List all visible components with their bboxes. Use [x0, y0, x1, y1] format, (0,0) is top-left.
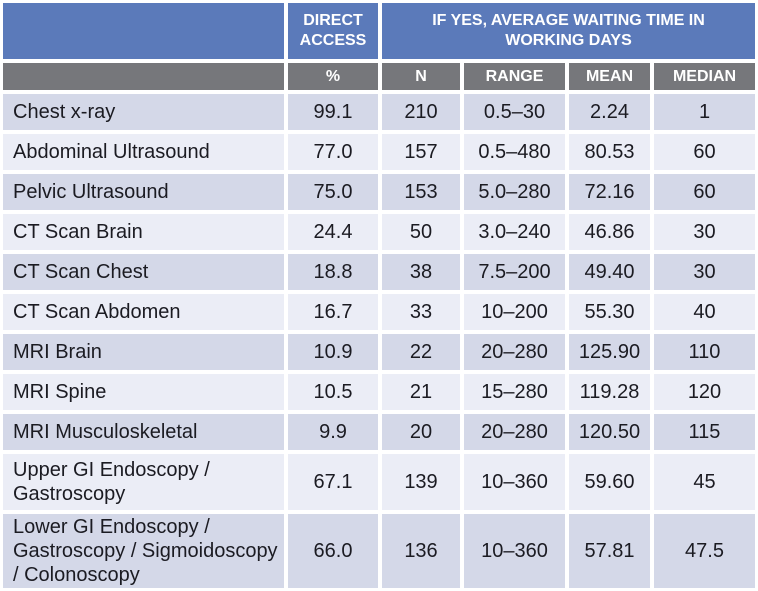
cell-n: 210: [382, 94, 460, 130]
row-label: Upper GI Endoscopy / Gastroscopy: [3, 454, 284, 510]
cell-percent: 99.1: [288, 94, 378, 130]
row-label: MRI Musculoskeletal: [3, 414, 284, 450]
cell-median: 45: [654, 454, 755, 510]
cell-mean: 59.60: [569, 454, 650, 510]
cell-median: 1: [654, 94, 755, 130]
cell-n: 20: [382, 414, 460, 450]
cell-median: 30: [654, 254, 755, 290]
cell-range: 10–360: [464, 514, 565, 588]
row-label: Lower GI Endoscopy / Gastroscopy / Sigmo…: [3, 514, 284, 588]
cell-mean: 57.81: [569, 514, 650, 588]
cell-range: 15–280: [464, 374, 565, 410]
row-label: MRI Spine: [3, 374, 284, 410]
header-if-yes: IF YES, AVERAGE WAITING TIME IN WORKING …: [382, 3, 755, 59]
column-header-range: RANGE: [464, 63, 565, 90]
row-label: Pelvic Ultrasound: [3, 174, 284, 210]
cell-range: 0.5–30: [464, 94, 565, 130]
cell-mean: 119.28: [569, 374, 650, 410]
cell-mean: 2.24: [569, 94, 650, 130]
cell-percent: 75.0: [288, 174, 378, 210]
header-empty-cell: [3, 63, 284, 90]
column-header-n: N: [382, 63, 460, 90]
cell-percent: 66.0: [288, 514, 378, 588]
row-label: Abdominal Ultrasound: [3, 134, 284, 170]
cell-mean: 46.86: [569, 214, 650, 250]
cell-mean: 55.30: [569, 294, 650, 330]
cell-range: 7.5–200: [464, 254, 565, 290]
row-label: MRI Brain: [3, 334, 284, 370]
header-if-yes-label: IF YES, AVERAGE WAITING TIME IN WORKING …: [432, 12, 705, 49]
cell-range: 3.0–240: [464, 214, 565, 250]
column-header-median: MEDIAN: [654, 63, 755, 90]
cell-percent: 10.5: [288, 374, 378, 410]
cell-n: 33: [382, 294, 460, 330]
cell-n: 139: [382, 454, 460, 510]
cell-median: 115: [654, 414, 755, 450]
row-label: CT Scan Chest: [3, 254, 284, 290]
cell-median: 60: [654, 174, 755, 210]
column-header-percent: %: [288, 63, 378, 90]
row-label: CT Scan Abdomen: [3, 294, 284, 330]
cell-range: 10–200: [464, 294, 565, 330]
cell-percent: 10.9: [288, 334, 378, 370]
cell-n: 157: [382, 134, 460, 170]
cell-median: 40: [654, 294, 755, 330]
cell-mean: 80.53: [569, 134, 650, 170]
cell-percent: 18.8: [288, 254, 378, 290]
cell-median: 110: [654, 334, 755, 370]
cell-percent: 24.4: [288, 214, 378, 250]
cell-range: 5.0–280: [464, 174, 565, 210]
cell-median: 47.5: [654, 514, 755, 588]
cell-n: 38: [382, 254, 460, 290]
cell-mean: 120.50: [569, 414, 650, 450]
cell-percent: 9.9: [288, 414, 378, 450]
cell-percent: 16.7: [288, 294, 378, 330]
cell-n: 136: [382, 514, 460, 588]
cell-mean: 72.16: [569, 174, 650, 210]
column-header-mean: MEAN: [569, 63, 650, 90]
cell-mean: 49.40: [569, 254, 650, 290]
cell-median: 120: [654, 374, 755, 410]
cell-range: 20–280: [464, 334, 565, 370]
row-label: Chest x-ray: [3, 94, 284, 130]
cell-n: 50: [382, 214, 460, 250]
cell-n: 21: [382, 374, 460, 410]
header-corner-cell: [3, 3, 284, 59]
cell-n: 22: [382, 334, 460, 370]
cell-mean: 125.90: [569, 334, 650, 370]
cell-range: 0.5–480: [464, 134, 565, 170]
cell-n: 153: [382, 174, 460, 210]
cell-percent: 67.1: [288, 454, 378, 510]
row-label: CT Scan Brain: [3, 214, 284, 250]
cell-percent: 77.0: [288, 134, 378, 170]
cell-median: 30: [654, 214, 755, 250]
header-direct-access: DIRECT ACCESS: [288, 3, 378, 59]
cell-range: 20–280: [464, 414, 565, 450]
cell-median: 60: [654, 134, 755, 170]
cell-range: 10–360: [464, 454, 565, 510]
